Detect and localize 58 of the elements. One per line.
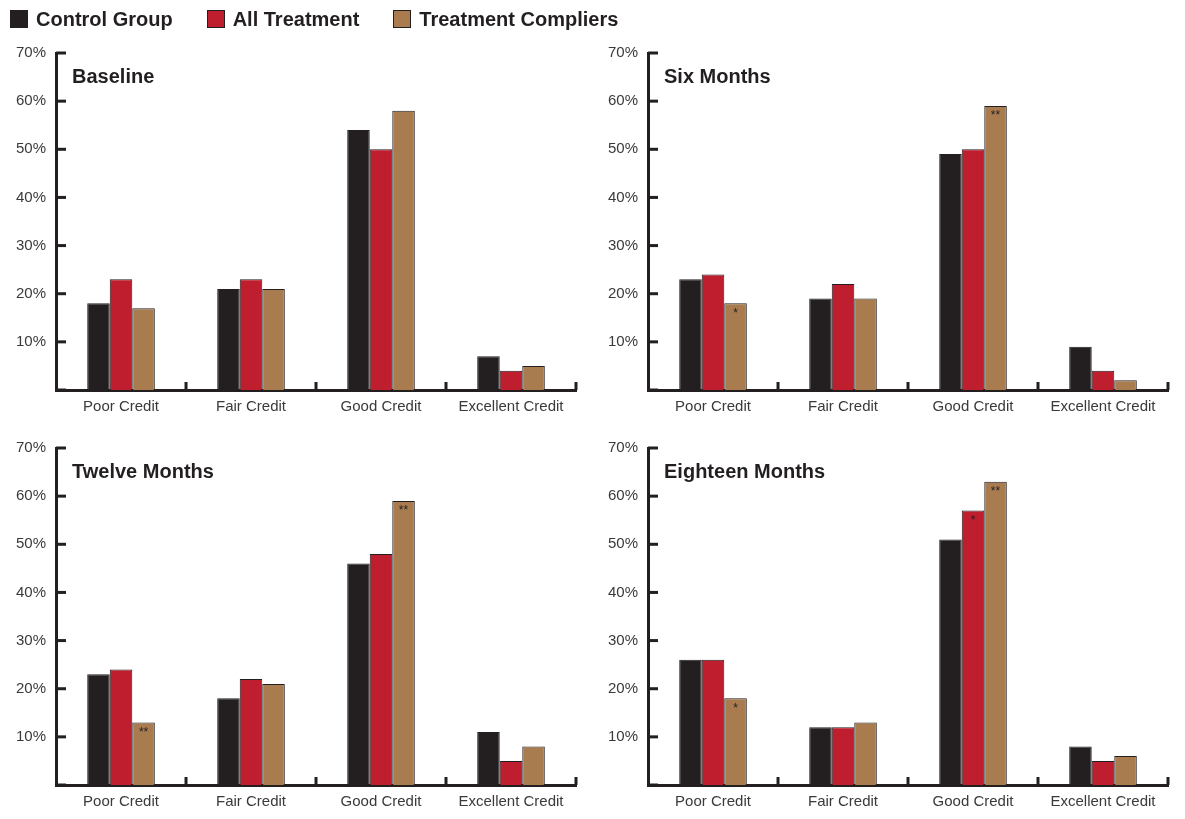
x-tick-label: Fair Credit xyxy=(808,792,879,810)
y-tick-label: 10% xyxy=(607,332,639,349)
x-tick-label: Excellent Credit xyxy=(1050,397,1157,415)
y-tick-label: 10% xyxy=(607,727,639,744)
x-tick-label: Excellent Credit xyxy=(458,792,565,810)
y-tick-label: 10% xyxy=(15,727,47,744)
x-tick-label: Good Credit xyxy=(932,792,1015,810)
data-label: * xyxy=(970,512,976,527)
y-tick-label: 20% xyxy=(15,283,47,301)
y-tick-label: 60% xyxy=(15,91,47,109)
data-label: ** xyxy=(990,484,1001,499)
text: Twelve Months xyxy=(72,459,214,482)
y-tick-label: 20% xyxy=(607,678,639,696)
y-tick-label: 70% xyxy=(607,438,639,456)
y-tick-label: 50% xyxy=(15,534,47,552)
data-label: * xyxy=(733,700,739,715)
x-tick-label: Good Credit xyxy=(340,397,423,415)
data-label: ** xyxy=(138,724,149,739)
y-tick-label: 70% xyxy=(15,438,47,456)
y-tick-label: 40% xyxy=(607,187,639,205)
y-tick-label: 50% xyxy=(607,534,639,552)
y-tick-label: 60% xyxy=(607,486,639,504)
data-label: ** xyxy=(990,108,1001,123)
y-tick-label: 50% xyxy=(15,139,47,157)
x-tick-label: Good Credit xyxy=(932,397,1015,415)
y-tick-label: 30% xyxy=(607,630,639,648)
y-tick-label: 30% xyxy=(607,235,639,253)
x-tick-label: Poor Credit xyxy=(83,792,160,810)
x-tick-label: Good Credit xyxy=(340,792,423,810)
y-tick-label: 20% xyxy=(607,283,639,301)
y-tick-label: 50% xyxy=(607,139,639,157)
legend-label: All Treatment xyxy=(232,7,360,31)
y-tick-label: 10% xyxy=(15,332,47,349)
x-tick-label: Poor Credit xyxy=(675,397,752,415)
y-tick-label: 60% xyxy=(607,91,639,109)
legend-label: Control Group xyxy=(36,7,173,31)
x-tick-label: Excellent Credit xyxy=(458,397,565,415)
x-tick-label: Poor Credit xyxy=(675,792,752,810)
legend-label: Treatment Compliers xyxy=(419,7,619,31)
x-tick-label: Fair Credit xyxy=(808,397,879,415)
y-tick-label: 30% xyxy=(15,630,47,648)
text: Baseline xyxy=(72,64,155,87)
y-tick-label: 40% xyxy=(607,582,639,600)
y-tick-label: 70% xyxy=(15,43,47,61)
x-tick-label: Excellent Credit xyxy=(1050,792,1157,810)
data-label: ** xyxy=(398,503,409,518)
x-tick-label: Fair Credit xyxy=(216,397,287,415)
y-tick-label: 60% xyxy=(15,486,47,504)
text: Six Months xyxy=(664,64,771,87)
y-tick-label: 70% xyxy=(607,43,639,61)
y-tick-label: 40% xyxy=(15,187,47,205)
x-tick-label: Fair Credit xyxy=(216,792,287,810)
x-tick-label: Poor Credit xyxy=(83,397,160,415)
text: Eighteen Months xyxy=(664,459,826,482)
y-tick-label: 40% xyxy=(15,582,47,600)
y-tick-label: 30% xyxy=(15,235,47,253)
y-tick-label: 20% xyxy=(15,678,47,696)
data-label: * xyxy=(733,305,739,320)
